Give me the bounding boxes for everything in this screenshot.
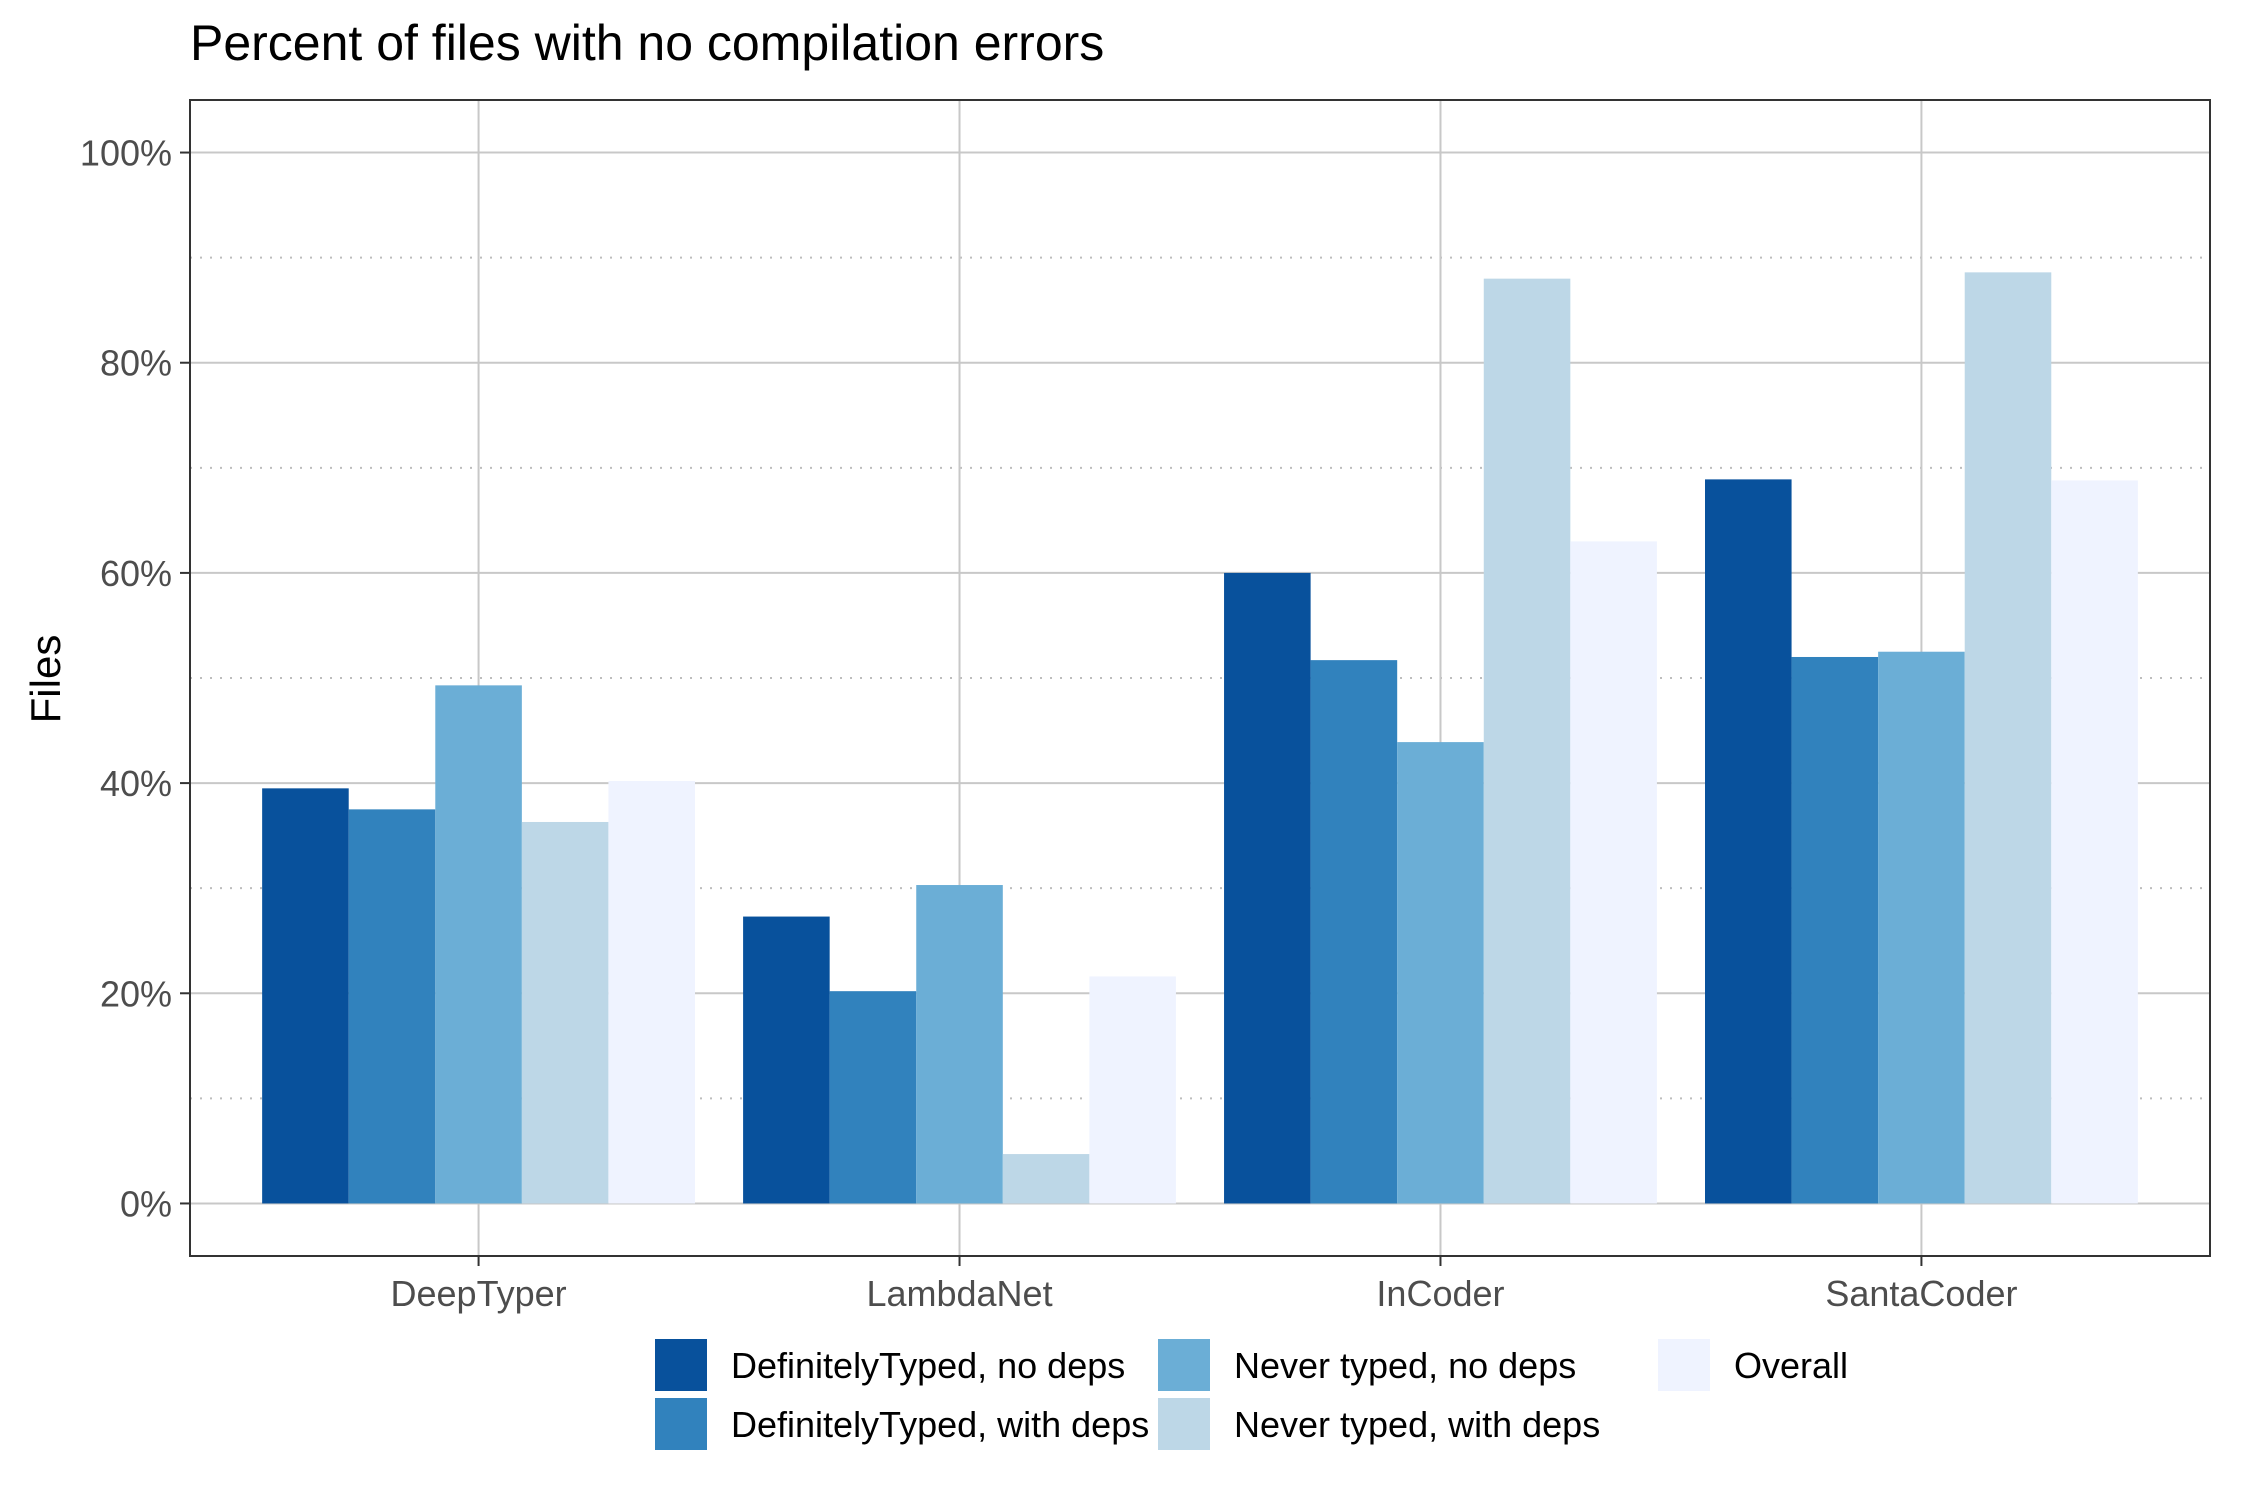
legend-swatch — [1158, 1339, 1210, 1391]
y-axis-label: Files — [22, 635, 69, 724]
bar — [1964, 272, 2052, 1204]
legend-label: Never typed, no deps — [1234, 1345, 1576, 1386]
y-tick-label: 80% — [100, 343, 172, 384]
y-tick-label: 20% — [100, 973, 172, 1014]
bar — [608, 780, 695, 1204]
y-tick-label: 0% — [120, 1183, 172, 1224]
bar — [829, 991, 917, 1204]
y-tick-label: 40% — [100, 763, 172, 804]
bar — [1310, 660, 1398, 1204]
x-tick-label: SantaCoder — [1825, 1273, 2017, 1314]
bar — [1002, 1154, 1090, 1204]
bar — [1878, 651, 1965, 1204]
legend-swatch — [655, 1398, 707, 1450]
plot-panel-border — [189, 99, 2211, 1257]
x-tick-label: LambdaNet — [866, 1273, 1052, 1314]
legend-label: Never typed, with deps — [1234, 1404, 1600, 1445]
legend-label: Overall — [1734, 1345, 1848, 1386]
axis-layer: 0% 20% 40% 60% 80% 100% DeepTyper LambdaNet InCo… — [80, 133, 2018, 1314]
bars-layer — [262, 272, 2138, 1204]
bar — [521, 821, 609, 1204]
bar — [435, 685, 522, 1204]
bar — [743, 916, 830, 1204]
bar — [348, 809, 436, 1204]
legend-label: DefinitelyTyped, with deps — [731, 1404, 1149, 1445]
y-tick-label: 100% — [80, 133, 172, 174]
x-tick-label: InCoder — [1376, 1273, 1504, 1314]
bar — [262, 788, 349, 1204]
bar — [1570, 541, 1657, 1204]
bar — [1705, 479, 1792, 1204]
bar — [1483, 278, 1571, 1204]
bar — [1397, 742, 1484, 1204]
bar — [1791, 656, 1879, 1204]
bar — [916, 885, 1003, 1204]
x-tick-label: DeepTyper — [391, 1273, 567, 1314]
bar — [1089, 976, 1176, 1204]
legend-swatch — [655, 1339, 707, 1391]
legend-label: DefinitelyTyped, no deps — [731, 1345, 1125, 1386]
bar — [1224, 572, 1311, 1204]
legend: DefinitelyTyped, no deps DefinitelyTyped,… — [655, 1339, 1848, 1450]
chart-title: Percent of files with no compilation err… — [190, 15, 1104, 71]
y-tick-label: 60% — [100, 553, 172, 594]
legend-swatch — [1658, 1339, 1710, 1391]
legend-swatch — [1158, 1398, 1210, 1450]
bar — [2051, 480, 2138, 1204]
